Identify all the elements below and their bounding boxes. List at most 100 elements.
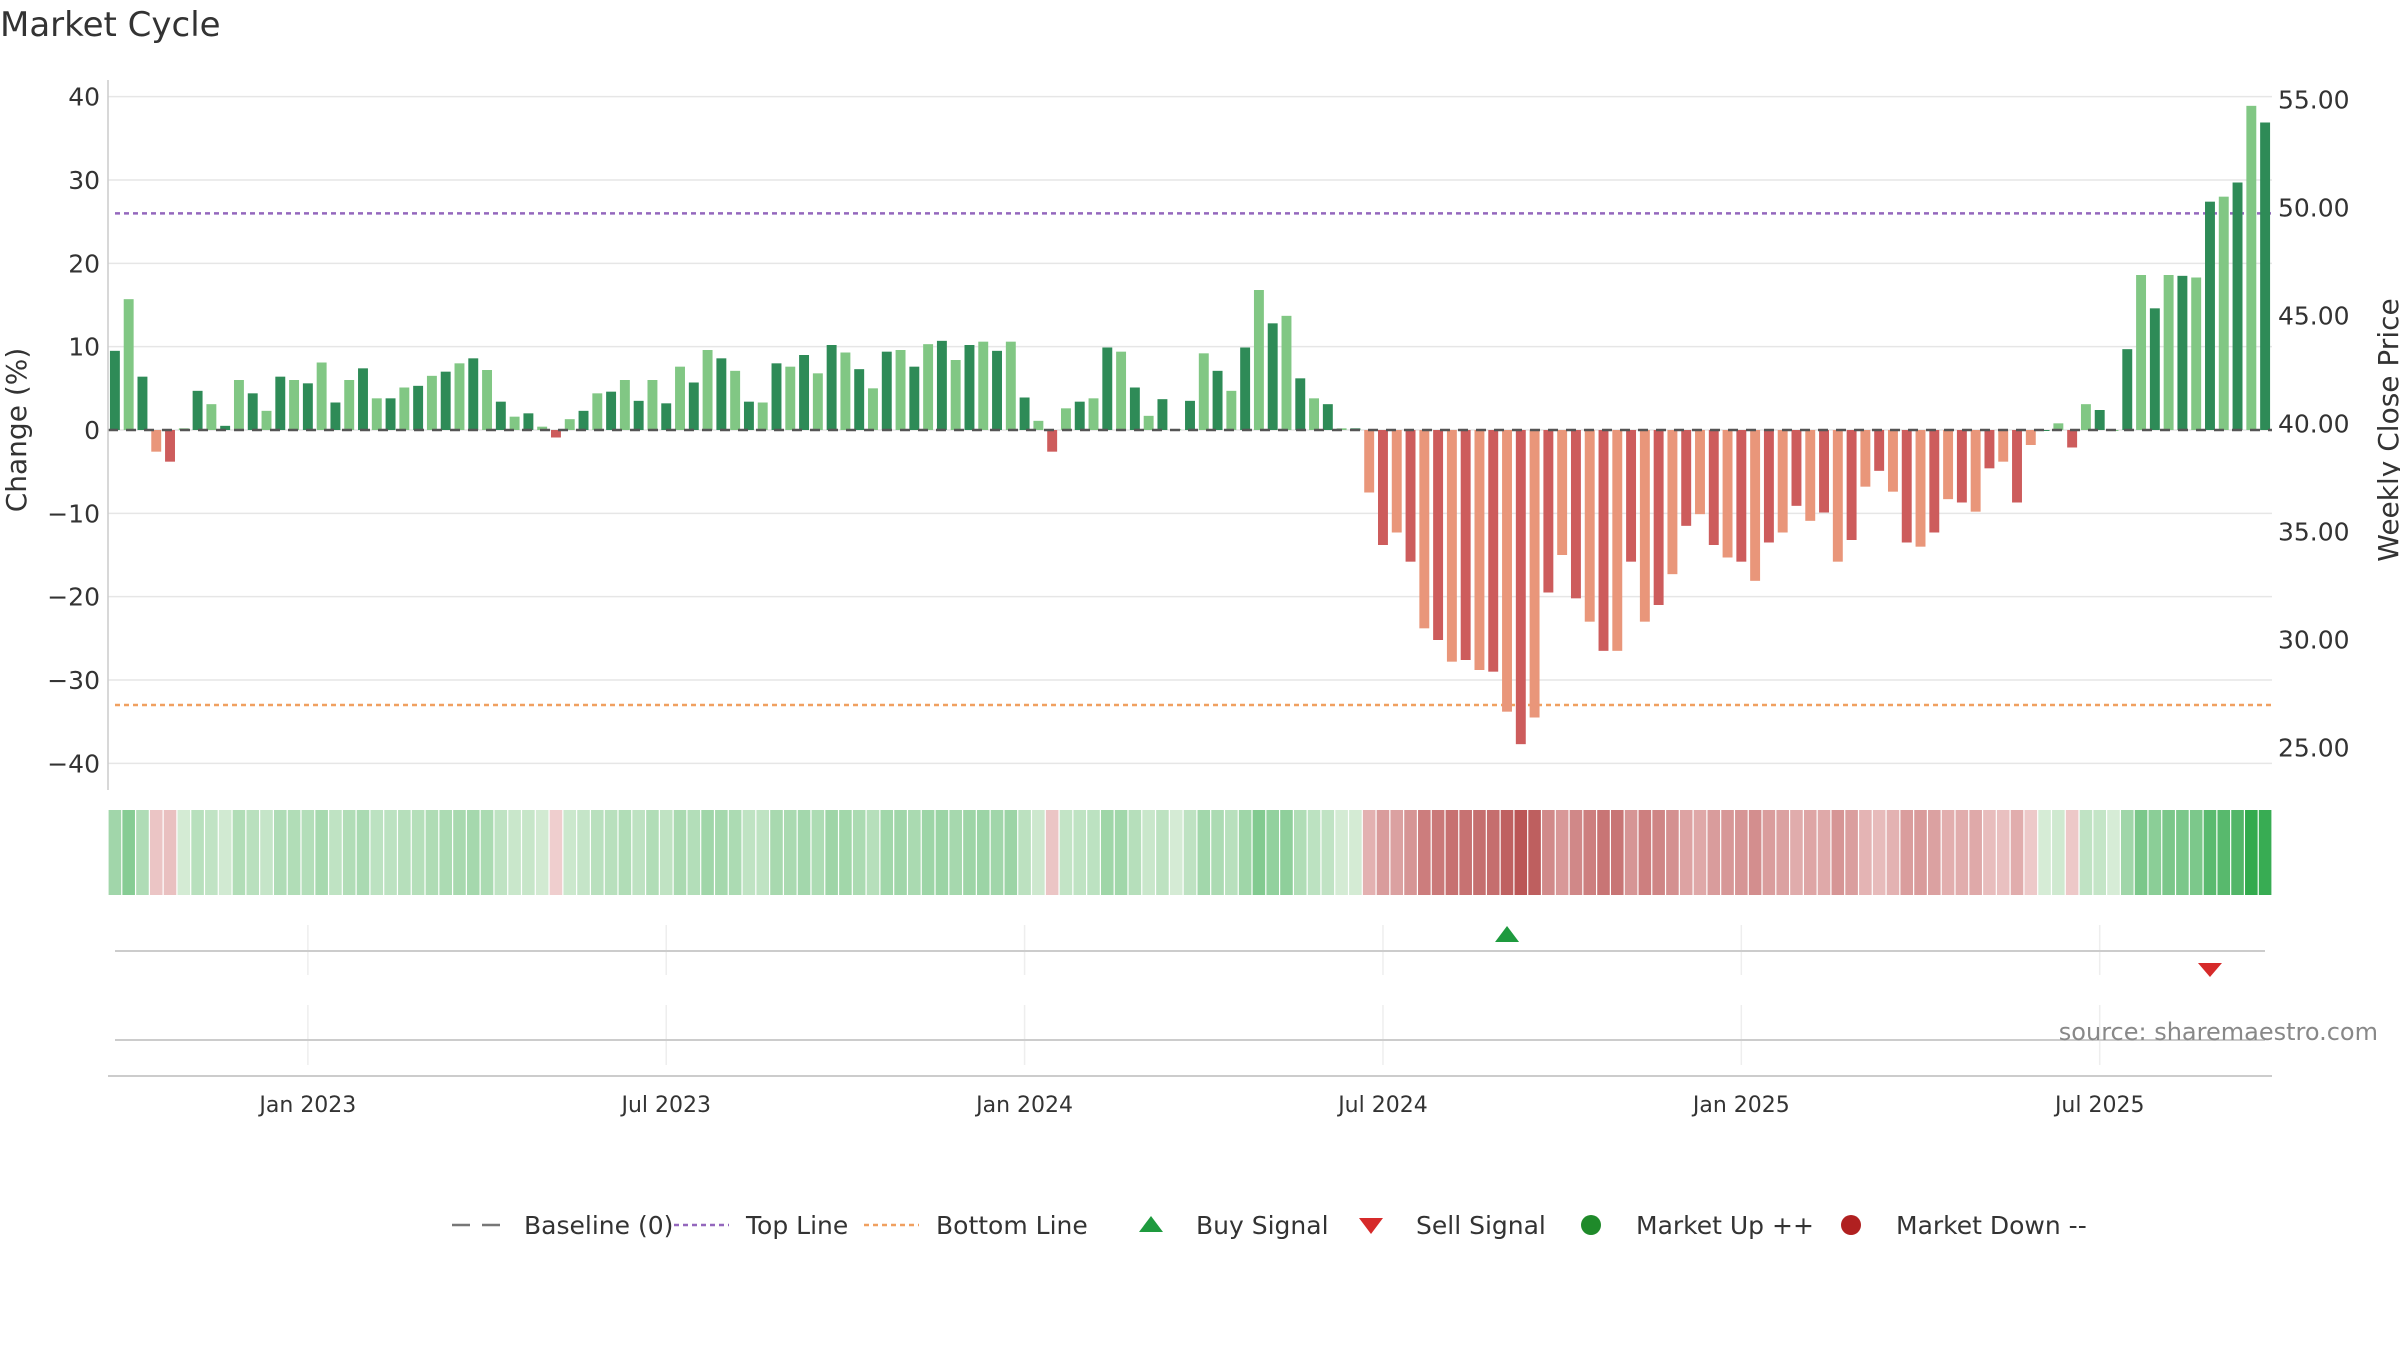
legend-label: Top Line: [745, 1211, 848, 1240]
change-bar: [716, 358, 727, 430]
change-bar: [1998, 430, 2009, 462]
change-bar: [289, 380, 300, 430]
change-bar: [1502, 430, 1512, 712]
y2-axis-label: Weekly Close Price: [2372, 298, 2400, 561]
y-tick-label: −30: [47, 666, 100, 695]
change-bar: [895, 350, 906, 430]
heat-cell: [205, 810, 218, 895]
y-tick-label: −20: [47, 583, 100, 612]
y-tick-label: 30: [68, 166, 100, 195]
heat-cell: [1831, 810, 1845, 895]
heat-cell: [1845, 810, 1858, 895]
change-bar: [495, 401, 506, 430]
heat-cell: [646, 810, 659, 895]
heat-cell: [494, 810, 508, 895]
heat-cell: [1941, 810, 1955, 895]
change-bar: [1874, 430, 1885, 471]
heat-cell: [1335, 810, 1348, 895]
heat-cell: [122, 810, 135, 895]
heat-cell: [1721, 810, 1734, 895]
change-bar: [2163, 275, 2174, 430]
change-bar: [1929, 430, 1940, 533]
heat-cell: [1404, 810, 1417, 895]
heat-cell: [1087, 810, 1100, 895]
heat-cell: [1156, 810, 1169, 895]
heat-cell: [2065, 810, 2079, 895]
heat-cell: [2079, 810, 2093, 895]
change-bar: [1584, 430, 1595, 622]
change-bar: [2191, 277, 2202, 430]
heat-cell: [466, 810, 480, 895]
change-bar: [2012, 430, 2022, 503]
heat-cell: [1886, 810, 1900, 895]
change-bar: [1364, 430, 1375, 493]
change-bar: [2149, 308, 2160, 430]
change-bar: [799, 355, 810, 430]
change-bar: [2136, 275, 2147, 430]
heat-cell: [1542, 810, 1555, 895]
change-bar: [1763, 430, 1774, 543]
change-bar: [743, 401, 754, 430]
heat-cell: [1803, 810, 1817, 895]
change-bar: [1915, 430, 1926, 547]
heat-cell: [177, 810, 191, 895]
change-bar: [1488, 430, 1499, 672]
change-bar: [1984, 430, 1995, 469]
heat-cell: [108, 810, 122, 895]
heat-cell: [2093, 810, 2106, 895]
heat-cell: [839, 810, 852, 895]
heat-cell: [1528, 810, 1541, 895]
legend-circle-icon: [1581, 1215, 1601, 1235]
heat-cell: [1790, 810, 1803, 895]
legend-label: Market Up ++: [1636, 1211, 1814, 1240]
change-bar: [2246, 105, 2257, 430]
heat-cell: [2052, 810, 2065, 895]
change-bar: [1943, 430, 1954, 500]
change-bar: [854, 369, 865, 430]
heat-cell: [1500, 810, 1514, 895]
change-bar: [1681, 430, 1692, 526]
change-bar: [1653, 430, 1664, 605]
change-bar: [468, 358, 479, 430]
heat-cell: [1266, 810, 1279, 895]
change-bar: [2053, 423, 2064, 430]
change-bar: [454, 363, 465, 430]
change-bar: [1129, 387, 1140, 430]
heat-cell: [2148, 810, 2162, 895]
change-bar: [564, 419, 575, 430]
change-bar: [109, 350, 120, 430]
heat-cell: [1872, 810, 1886, 895]
heat-cell: [908, 810, 921, 895]
y-tick-label: 20: [68, 249, 100, 278]
heat-cell: [825, 810, 838, 895]
change-bar: [881, 351, 892, 430]
change-bar: [1887, 430, 1898, 492]
change-bar: [1529, 430, 1540, 718]
heat-cell: [1762, 810, 1776, 895]
heat-cell: [370, 810, 384, 895]
change-bar: [978, 341, 989, 430]
heat-cell: [1376, 810, 1390, 895]
change-bar: [2218, 196, 2229, 430]
y-tick-label: 0: [84, 416, 100, 445]
heat-cell: [1032, 810, 1045, 895]
legend-sell-icon: [1359, 1218, 1383, 1234]
change-bar: [316, 362, 327, 430]
change-bar: [1777, 430, 1788, 533]
change-bar: [192, 390, 203, 430]
change-bar: [1722, 430, 1733, 558]
change-bar: [757, 402, 768, 430]
heat-cell: [1514, 810, 1528, 895]
change-bar: [1391, 430, 1402, 533]
change-bar: [247, 393, 258, 430]
change-bar: [344, 380, 355, 430]
change-bar: [371, 398, 382, 430]
change-bar: [330, 402, 341, 430]
y2-tick-label: 40.00: [2278, 410, 2350, 439]
heat-cell: [2134, 810, 2148, 895]
change-bar: [1074, 401, 1085, 430]
change-bar: [2080, 404, 2091, 430]
y-axis-right: 55.00 50.00 45.00 40.00 35.00 30.00 25.00: [2278, 85, 2350, 762]
change-bar: [1598, 430, 1609, 651]
heat-cell: [1597, 810, 1610, 895]
